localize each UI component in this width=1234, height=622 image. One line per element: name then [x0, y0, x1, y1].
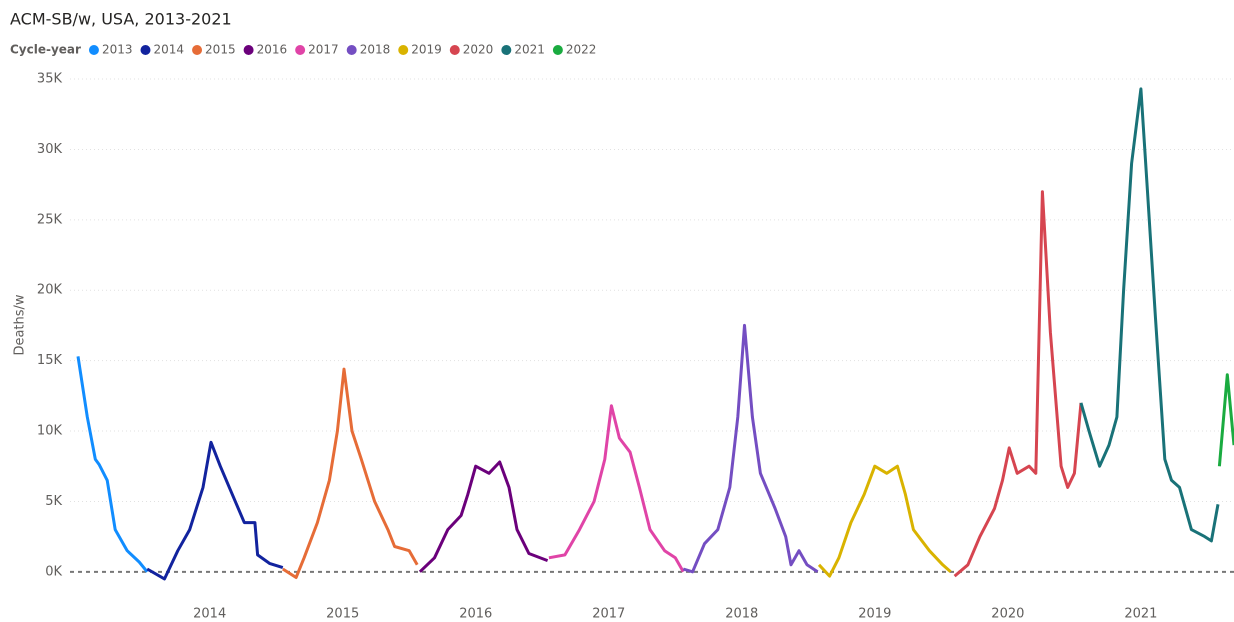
- series-line: [682, 323, 819, 574]
- legend-label: 2014: [154, 43, 185, 57]
- legend-marker: [398, 45, 409, 55]
- series-line: [1217, 373, 1234, 467]
- series-line: [146, 440, 284, 581]
- legend-title: Cycle-year: [10, 43, 81, 57]
- legend-label: 2020: [463, 43, 494, 57]
- legend-label: 2015: [205, 43, 236, 57]
- y-tick-label: 25K: [37, 212, 63, 227]
- legend-label: 2019: [411, 43, 442, 57]
- y-tick-label: 0K: [45, 564, 62, 579]
- x-tick-label: 2020: [991, 607, 1024, 622]
- series-line: [418, 460, 549, 573]
- series-line: [817, 464, 952, 578]
- series-line: [953, 190, 1083, 578]
- legend-label: 2022: [566, 43, 597, 57]
- y-tick-label: 15K: [37, 353, 63, 368]
- legend-marker: [140, 45, 151, 55]
- x-tick-label: 2014: [193, 607, 226, 622]
- legend-marker: [552, 45, 563, 55]
- y-tick-label: 10K: [37, 424, 63, 439]
- chart-title: ACM-SB/w, USA, 2013-2021: [10, 10, 232, 29]
- series-line: [281, 367, 419, 579]
- y-tick-label: 5K: [45, 494, 62, 509]
- y-tick-label: 20K: [37, 283, 63, 298]
- legend-label: 2016: [257, 43, 288, 57]
- x-tick-label: 2015: [326, 607, 359, 622]
- legend-marker: [449, 45, 460, 55]
- legend-marker: [295, 45, 306, 55]
- series-line: [1079, 87, 1220, 543]
- x-tick-label: 2017: [592, 607, 625, 622]
- x-tick-label: 2021: [1124, 607, 1157, 622]
- legend-marker: [88, 45, 99, 55]
- x-tick-label: 2018: [725, 607, 758, 622]
- series-line: [76, 356, 149, 573]
- legend-label: 2017: [308, 43, 339, 57]
- legend-marker: [501, 45, 512, 55]
- legend-label: 2013: [102, 43, 133, 57]
- legend-label: 2018: [360, 43, 391, 57]
- x-tick-label: 2016: [459, 607, 492, 622]
- x-tick-label: 2019: [858, 607, 891, 622]
- y-tick-label: 30K: [37, 142, 63, 157]
- legend-marker: [192, 45, 203, 55]
- y-axis-label: Deaths/w: [13, 294, 28, 355]
- series-line: [548, 404, 685, 573]
- legend-marker: [346, 45, 357, 55]
- y-tick-label: 35K: [37, 72, 63, 87]
- legend-label: 2021: [514, 43, 545, 57]
- legend-marker: [243, 45, 254, 55]
